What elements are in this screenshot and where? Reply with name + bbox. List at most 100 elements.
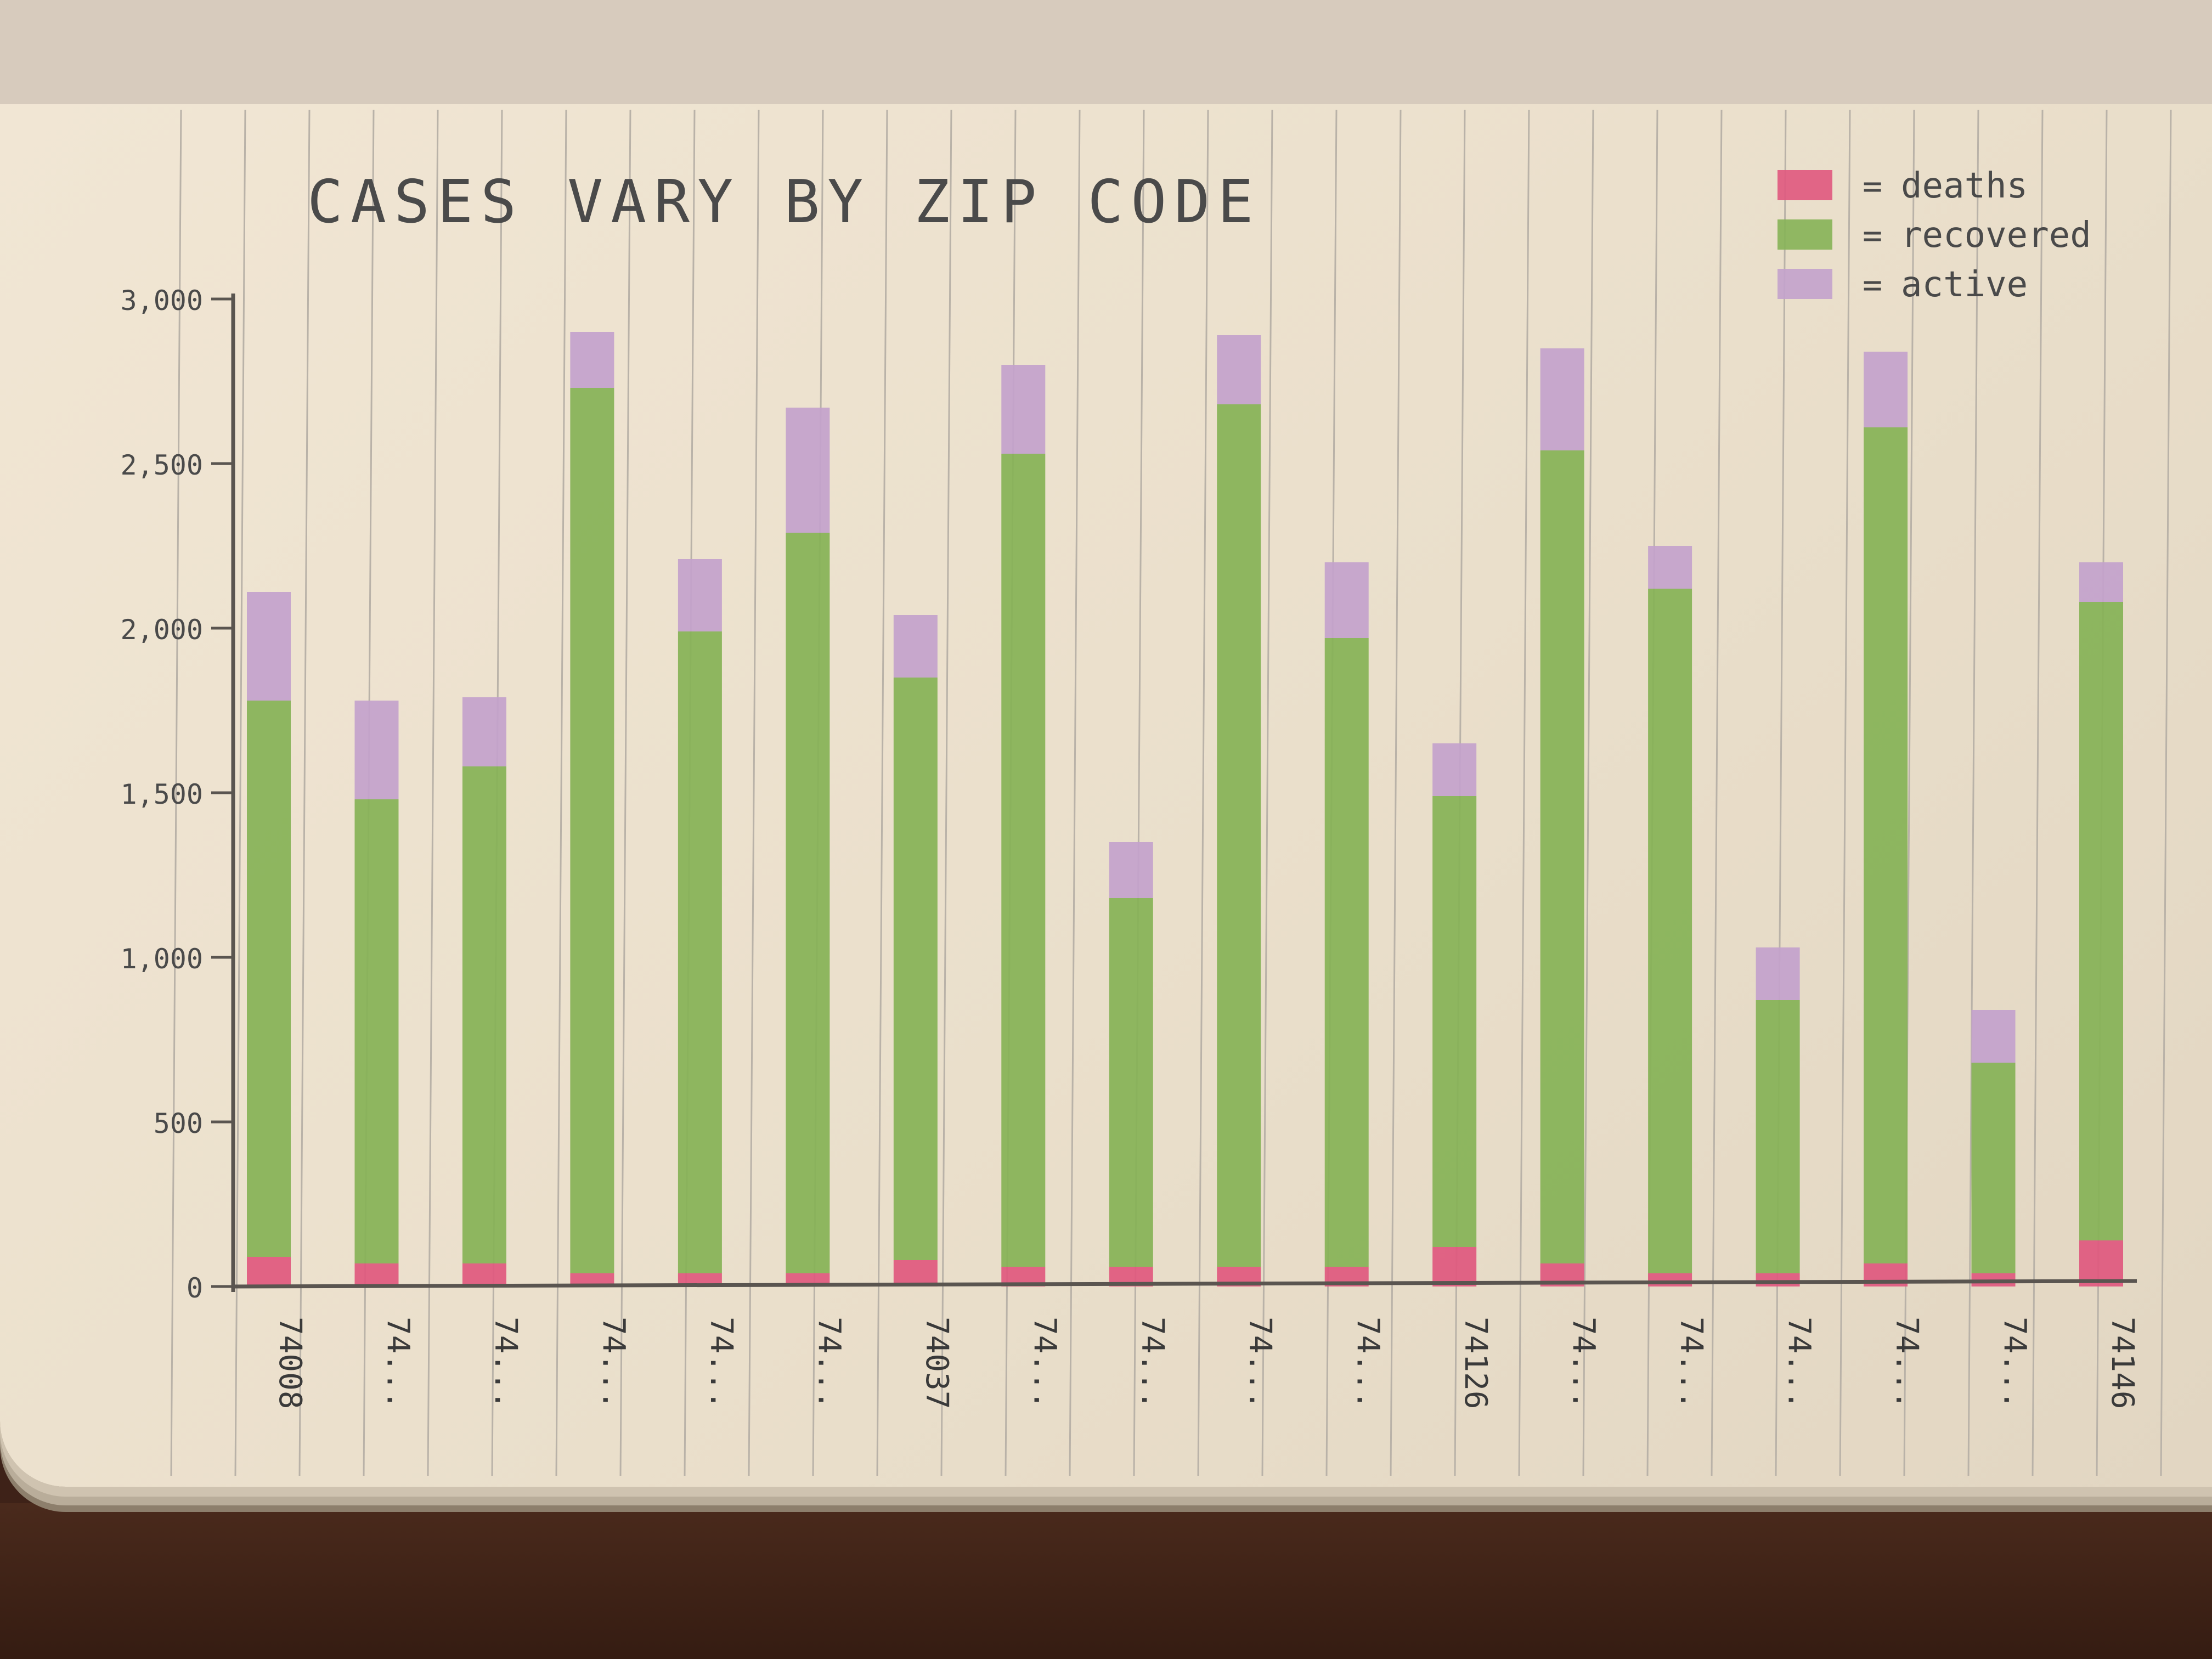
- bar-active: [1109, 842, 1153, 898]
- ruled-line: [876, 109, 888, 1476]
- bar-active: [1001, 365, 1046, 454]
- bar-recovered: [678, 631, 722, 1273]
- bar-recovered: [570, 388, 614, 1273]
- ruled-line: [1197, 109, 1209, 1476]
- x-tick-label: 74...: [1781, 1317, 1817, 1409]
- x-tick-label: 74126: [1458, 1317, 1493, 1409]
- y-tick-label: 0: [187, 1272, 203, 1304]
- bar-recovered: [1109, 898, 1153, 1267]
- ruled-line: [1518, 109, 1530, 1476]
- bar-active: [570, 332, 614, 388]
- bar-deaths: [1756, 1273, 1800, 1286]
- bar-deaths: [247, 1257, 291, 1286]
- x-tick-label: 74...: [488, 1317, 523, 1409]
- legend-label: deaths: [1901, 166, 2028, 206]
- bar-recovered: [1648, 589, 1692, 1273]
- bar-recovered: [893, 678, 938, 1260]
- y-tick-label: 500: [154, 1108, 203, 1139]
- x-tick-label: 74...: [1997, 1317, 2033, 1409]
- legend-swatch-deaths: [1778, 170, 1832, 200]
- bar-active: [678, 559, 722, 631]
- y-tick-label: 1,000: [120, 943, 203, 975]
- legend-swatch-recovered: [1778, 219, 1832, 250]
- ruled-line: [1390, 109, 1402, 1476]
- ruled-line: [170, 109, 182, 1476]
- y-tick-label: 3,000: [120, 285, 203, 317]
- bar-recovered: [1001, 454, 1046, 1267]
- x-tick-label: 74146: [2104, 1317, 2140, 1409]
- legend-label: active: [1901, 264, 2028, 305]
- x-axis-line: [233, 1279, 2137, 1289]
- ruled-line: [748, 109, 760, 1476]
- ruled-line: [427, 109, 439, 1476]
- legend: = deaths = recovered = active: [1778, 166, 2091, 305]
- x-tick-label: 74...: [811, 1317, 847, 1409]
- ruled-line: [298, 109, 311, 1476]
- bar-active: [1864, 352, 1908, 427]
- bar-deaths: [1432, 1247, 1477, 1286]
- ruled-line: [2032, 109, 2044, 1476]
- bar-active: [1324, 562, 1369, 638]
- bar-recovered: [1540, 450, 1584, 1263]
- bar-deaths: [1648, 1273, 1692, 1286]
- x-tick-label: 74008: [272, 1317, 308, 1409]
- ruled-line: [1069, 109, 1081, 1476]
- bar-recovered: [1432, 796, 1477, 1247]
- bars: [247, 332, 2123, 1286]
- legend-swatch-active: [1778, 269, 1832, 299]
- y-tick-label: 2,000: [120, 614, 203, 646]
- bar-recovered: [1971, 1063, 2016, 1273]
- y-tick-label: 1,500: [120, 778, 203, 810]
- bar-recovered: [1324, 638, 1369, 1267]
- chart-title: CASES VARY BY ZIP CODE: [307, 168, 1261, 236]
- bar-active: [1432, 743, 1477, 796]
- ruled-line: [1261, 109, 1273, 1476]
- ruled-line: [1839, 109, 1851, 1476]
- bar-recovered: [1756, 1000, 1800, 1273]
- x-tick-label: 74...: [380, 1317, 415, 1409]
- x-tick-label: 74...: [1135, 1317, 1170, 1409]
- bar-active: [1971, 1010, 2016, 1063]
- x-tick-label: 74...: [1673, 1317, 1709, 1409]
- bar-active: [893, 615, 938, 678]
- bar-active: [2079, 562, 2123, 602]
- x-tick-label: 74...: [1889, 1317, 1925, 1409]
- ruled-line: [940, 109, 952, 1476]
- ruled-line: [1711, 109, 1723, 1476]
- x-tick-label: 74...: [1026, 1317, 1062, 1409]
- bar-deaths: [462, 1263, 506, 1286]
- bar-deaths: [893, 1260, 938, 1286]
- bar-active: [247, 592, 291, 701]
- bar-active: [1540, 348, 1584, 450]
- bar-deaths: [2079, 1240, 2123, 1286]
- bar-recovered: [354, 799, 399, 1263]
- bar-recovered: [2079, 602, 2123, 1240]
- legend-equals: =: [1863, 266, 1882, 304]
- bar-active: [786, 408, 830, 533]
- x-tick-label: 74...: [1566, 1317, 1601, 1409]
- table-surface: [0, 1503, 2212, 1659]
- y-tick-label: 2,500: [120, 449, 203, 481]
- bar-active: [462, 697, 506, 766]
- ruled-line: [234, 109, 246, 1476]
- ruled-line: [555, 109, 567, 1476]
- x-tick-label: 74...: [1242, 1317, 1278, 1409]
- ruled-line: [1967, 109, 1979, 1476]
- bar-recovered: [1864, 427, 1908, 1263]
- bar-active: [1648, 546, 1692, 589]
- x-tick-label: 74...: [595, 1317, 631, 1409]
- legend-equals: =: [1863, 167, 1882, 206]
- ruled-line: [2160, 109, 2172, 1476]
- legend-equals: =: [1863, 217, 1882, 255]
- legend-label: recovered: [1901, 215, 2091, 256]
- bar-active: [1217, 335, 1261, 404]
- bar-active: [354, 701, 399, 799]
- x-axis: 74008 74... 74... 74... 74... 74... 74037 74...…: [233, 1279, 2140, 1409]
- x-tick-label: 74...: [1350, 1317, 1386, 1409]
- y-axis: 0 500 1,000 1,500 2,000 2,500 3,000: [120, 285, 235, 1304]
- bar-deaths: [354, 1263, 399, 1286]
- x-tick-label: 74...: [703, 1317, 739, 1409]
- ruled-line: [1582, 109, 1594, 1476]
- bar-recovered: [1217, 404, 1261, 1267]
